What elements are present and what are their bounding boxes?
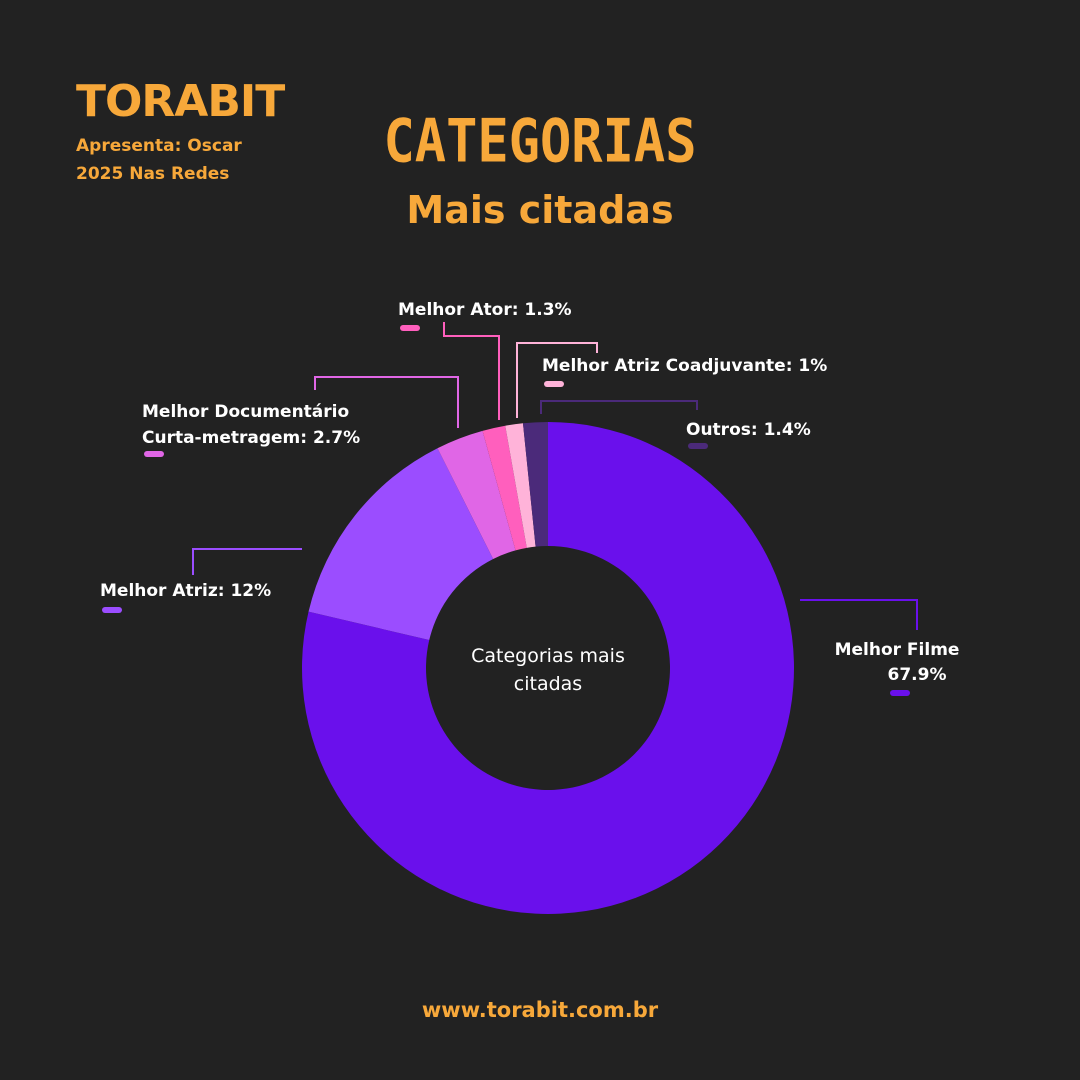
leader-line-outros: [540, 400, 698, 414]
slice-label-melhor-documentario-curta-metragem: Curta-metragem: 2.7%: [142, 428, 360, 448]
leader-line-melhor-documentario-curta-metragem: [314, 376, 459, 428]
brand-logo: TORABIT: [76, 76, 285, 127]
legend-swatch-melhor-documentario-curta-metragem: [144, 451, 164, 457]
legend-swatch-melhor-atriz: [102, 607, 122, 613]
slice-label-melhor-filme: 67.9%: [888, 665, 947, 685]
page-title: CATEGORIAS: [383, 107, 697, 177]
slice-label-melhor-atriz-coadjuvante: Melhor Atriz Coadjuvante: 1%: [542, 356, 827, 376]
legend-swatch-melhor-ator: [400, 325, 420, 331]
leader-line-melhor-atriz-coadjuvante: [516, 342, 598, 418]
leader-line-melhor-ator: [443, 322, 500, 420]
legend-swatch-melhor-atriz-coadjuvante: [544, 381, 564, 387]
footer-url[interactable]: www.torabit.com.br: [421, 998, 659, 1022]
leader-line-melhor-atriz: [192, 548, 302, 575]
slice-label-outros: Outros: 1.4%: [686, 420, 811, 440]
donut-slices: [301, 422, 794, 914]
slice-melhor-atriz-coadjuvante: [505, 423, 536, 548]
donut-center-label: Categorias mais citadas: [471, 645, 625, 695]
slice-label-melhor-atriz: Melhor Atriz: 12%: [100, 581, 271, 601]
leader-lines: [192, 322, 918, 630]
center-label-line: citadas: [514, 673, 582, 695]
leader-line-melhor-filme: [800, 599, 918, 630]
brand-tagline: Apresenta: Oscar 2025 Nas Redes: [76, 136, 242, 184]
slice-labels: Melhor Filme 67.9% Melhor Atriz: 12% Melhor…: [100, 300, 959, 696]
slice-label-melhor-filme: Melhor Filme: [835, 640, 960, 660]
slice-melhor-atriz: [308, 448, 494, 641]
page-subtitle: Mais citadas: [406, 188, 674, 232]
slice-melhor-filme: [301, 422, 794, 914]
slice-label-melhor-ator: Melhor Ator: 1.3%: [398, 300, 572, 320]
slice-melhor-documentario-curta-metragem: [437, 430, 516, 560]
slice-outros: [522, 422, 548, 547]
legend-swatch-outros: [688, 443, 708, 449]
legend-swatch-melhor-filme: [890, 690, 910, 696]
center-label-line: Categorias mais: [471, 645, 625, 667]
slice-label-melhor-documentario-curta-metragem: Melhor Documentário: [142, 402, 349, 422]
slice-melhor-ator: [482, 425, 527, 551]
